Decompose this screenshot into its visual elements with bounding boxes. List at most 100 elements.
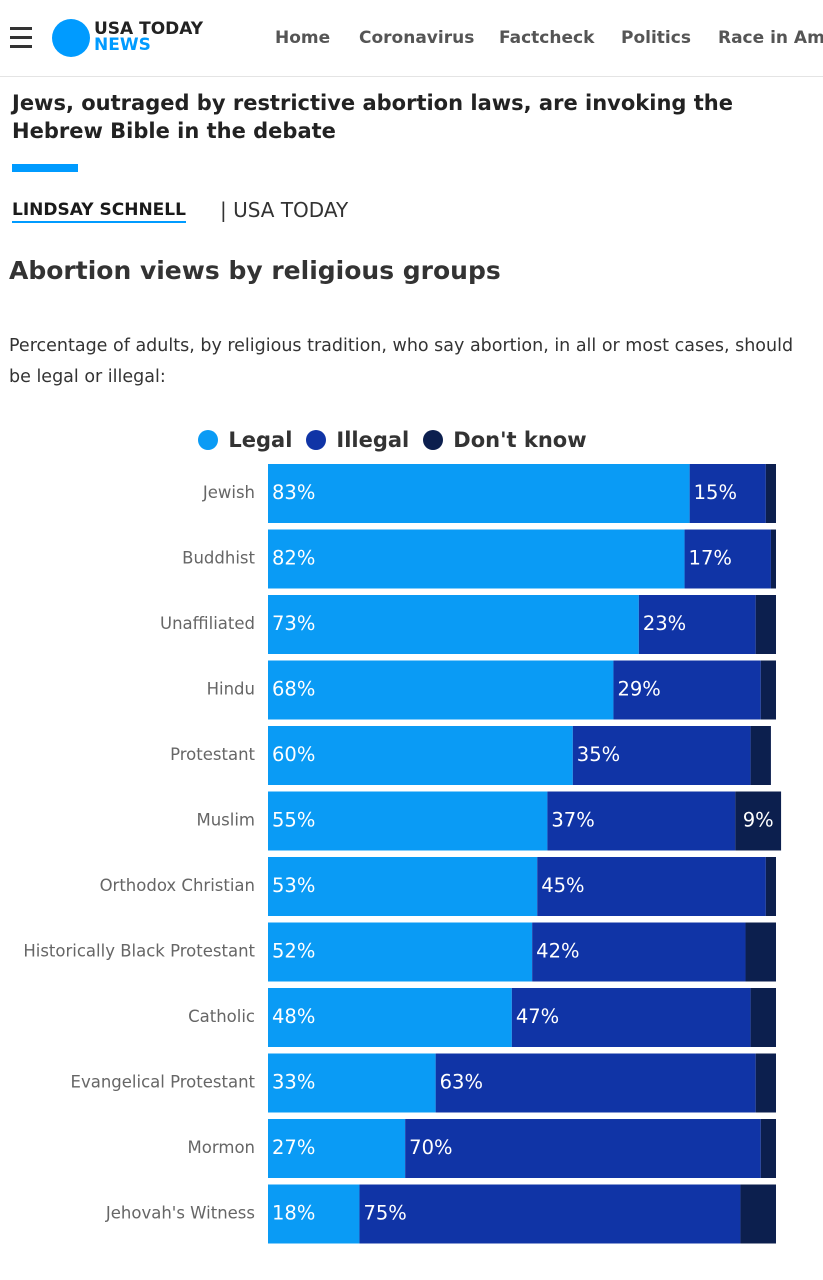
bar-segment bbox=[532, 922, 746, 982]
value-label: 47% bbox=[516, 1005, 559, 1028]
legend: Legal Illegal Don't know bbox=[0, 428, 785, 452]
author[interactable]: LINDSAY SCHNELL bbox=[12, 200, 186, 223]
headline: Jews, outraged by restrictive abortion l… bbox=[12, 91, 733, 143]
accent-bar bbox=[12, 164, 78, 172]
bar-segment bbox=[268, 595, 639, 654]
value-label: 52% bbox=[272, 940, 315, 963]
nav-link[interactable]: Factcheck bbox=[499, 28, 595, 48]
category-label: Catholic bbox=[188, 1007, 255, 1026]
value-label: 70% bbox=[409, 1136, 452, 1159]
category-label: Jehovah's Witness bbox=[105, 1204, 255, 1223]
legend-item: Don't know bbox=[423, 428, 587, 452]
category-label: Orthodox Christian bbox=[100, 876, 255, 895]
legend-label: Don't know bbox=[453, 428, 587, 452]
value-label: 60% bbox=[272, 743, 315, 766]
value-label: 9% bbox=[743, 809, 774, 832]
legend-swatch bbox=[306, 430, 327, 450]
bar-segment bbox=[359, 1184, 741, 1244]
value-label: 42% bbox=[536, 940, 579, 963]
value-label: 73% bbox=[272, 612, 315, 635]
bar-segment bbox=[638, 595, 756, 654]
chart-title: Abortion views by religious groups bbox=[9, 256, 501, 285]
legend-label: Illegal bbox=[336, 428, 410, 452]
bar-segment bbox=[765, 464, 776, 523]
value-label: 48% bbox=[272, 1005, 315, 1028]
value-label: 53% bbox=[272, 874, 315, 897]
nav-link[interactable]: Coronavirus bbox=[359, 28, 475, 48]
value-label: 35% bbox=[577, 743, 620, 766]
bar-segment bbox=[268, 529, 685, 589]
value-label: 17% bbox=[689, 547, 732, 570]
bar-segment bbox=[572, 726, 751, 785]
chart: Jewish 83% 15% Buddhist 82% 17% Unaffiliated 73… bbox=[23, 464, 782, 1244]
category-label: Muslim bbox=[196, 811, 255, 830]
category-label: Mormon bbox=[188, 1138, 255, 1157]
nav-link[interactable]: Politics bbox=[621, 28, 691, 48]
bar-segment bbox=[268, 922, 533, 982]
bar-segment bbox=[435, 1053, 756, 1113]
brand-section: NEWS bbox=[94, 35, 151, 55]
category-label: Evangelical Protestant bbox=[71, 1073, 256, 1092]
value-label: 63% bbox=[440, 1071, 483, 1094]
bar-segment bbox=[735, 791, 782, 851]
bar-segment bbox=[750, 726, 771, 785]
value-label: 18% bbox=[272, 1202, 315, 1225]
bar-segment bbox=[537, 857, 766, 916]
nav-link[interactable]: Race in Ame bbox=[718, 28, 823, 48]
bar-segment bbox=[268, 988, 512, 1047]
nav-bar: USA TODAY NEWS Home Coronavirus Factcheck P… bbox=[0, 0, 823, 77]
value-label: 27% bbox=[272, 1136, 315, 1159]
value-label: 29% bbox=[617, 678, 660, 701]
source: | USA TODAY bbox=[220, 198, 349, 222]
category-label: Historically Black Protestant bbox=[23, 942, 255, 961]
bar-segment bbox=[405, 1119, 761, 1178]
bar-segment bbox=[684, 529, 771, 589]
bar-segment bbox=[511, 988, 751, 1047]
brand: USA TODAY bbox=[94, 19, 204, 39]
bar-segment bbox=[689, 464, 766, 523]
bar-segment bbox=[755, 1053, 776, 1113]
category-label: Unaffiliated bbox=[160, 614, 255, 633]
bar-segment bbox=[268, 791, 548, 851]
nav-link[interactable]: Home bbox=[275, 28, 331, 48]
value-label: 68% bbox=[272, 678, 315, 701]
bar-segment bbox=[268, 857, 538, 916]
legend-swatch bbox=[423, 430, 444, 450]
bar-segment bbox=[613, 660, 761, 720]
bar-segment bbox=[740, 1184, 776, 1244]
value-label: 55% bbox=[272, 809, 315, 832]
bar-segment bbox=[760, 1119, 776, 1178]
category-label: Jewish bbox=[202, 483, 255, 502]
logo[interactable] bbox=[52, 19, 90, 57]
legend-item: Illegal bbox=[306, 428, 409, 452]
value-label: 33% bbox=[272, 1071, 315, 1094]
value-label: 37% bbox=[551, 809, 594, 832]
value-label: 45% bbox=[541, 874, 584, 897]
bar-segment bbox=[750, 988, 776, 1047]
menu-icon[interactable] bbox=[10, 27, 32, 54]
bar-segment bbox=[770, 529, 776, 589]
bar-segment bbox=[268, 1184, 360, 1244]
legend-label: Legal bbox=[228, 428, 293, 452]
bar-segment bbox=[268, 1053, 436, 1113]
chart-subtitle: Percentage of adults, by religious tradi… bbox=[9, 336, 794, 387]
bar-segment bbox=[755, 595, 776, 654]
bar-segment bbox=[547, 791, 736, 851]
bar-segment bbox=[760, 660, 776, 720]
bar-segment bbox=[745, 922, 776, 982]
bar-segment bbox=[268, 464, 690, 523]
value-label: 23% bbox=[643, 612, 686, 635]
category-label: Buddhist bbox=[182, 549, 255, 568]
legend-item: Legal bbox=[198, 428, 292, 452]
value-label: 82% bbox=[272, 547, 315, 570]
bar-segment bbox=[268, 660, 614, 720]
bar-segment bbox=[268, 1119, 406, 1178]
bar-segment bbox=[268, 726, 573, 785]
value-label: 75% bbox=[363, 1202, 406, 1225]
legend-swatch bbox=[198, 430, 219, 450]
value-label: 15% bbox=[694, 481, 737, 504]
category-label: Hindu bbox=[207, 680, 255, 699]
category-label: Protestant bbox=[170, 745, 255, 764]
